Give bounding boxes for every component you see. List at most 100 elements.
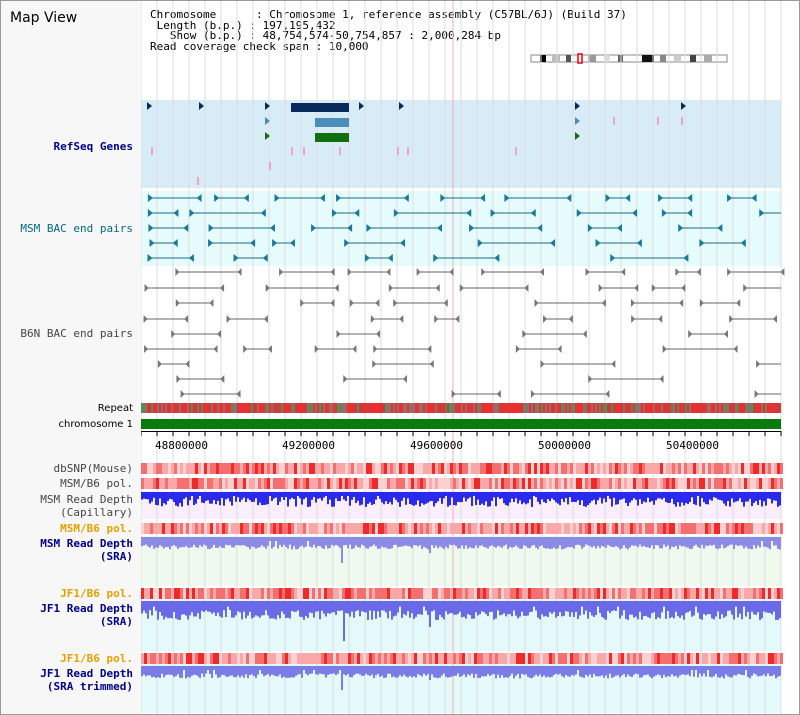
msm-read-depth-cap-label-1[interactable]: MSM Read Depth <box>40 493 133 506</box>
polymorphism-segment <box>222 653 225 664</box>
polymorphism-segment <box>519 588 522 599</box>
polymorphism-segment <box>726 523 729 534</box>
msm-cap-depth-bar <box>453 492 455 506</box>
msm-cap-depth-bar <box>169 492 171 499</box>
polymorphism-segment <box>264 463 267 474</box>
repeat-element <box>609 403 611 413</box>
jf1-trim-depth-bar <box>501 666 503 676</box>
polymorphism-segment <box>489 463 492 474</box>
msm-cap-depth-bar <box>645 492 647 503</box>
jf1-sra-depth-bar <box>761 601 763 619</box>
polymorphism-segment <box>480 523 483 534</box>
polymorphism-segment <box>357 463 360 474</box>
jf1-trim-depth-bar <box>311 666 313 674</box>
jf1-sra-depth-bar <box>471 601 473 619</box>
polymorphism-segment <box>486 523 489 534</box>
polymorphism-segment <box>570 478 573 489</box>
polymorphism-segment <box>537 653 540 664</box>
jf1-sra-depth-bar <box>345 601 347 614</box>
polymorphism-segment <box>345 653 348 664</box>
jf1-b6-pol-label-2[interactable]: JF1/B6 pol. <box>60 652 133 665</box>
jf1-trim-depth-bar <box>503 666 505 678</box>
jf1-b6-pol-label-1[interactable]: JF1/B6 pol. <box>60 587 133 600</box>
jf1-trim-depth-bar <box>381 666 383 676</box>
jf1-trim-depth-bar <box>673 666 675 677</box>
dbsnp-track-label[interactable]: dbSNP(Mouse) <box>53 462 133 475</box>
jf1-read-depth-trim-label-1[interactable]: JF1 Read Depth <box>40 667 133 680</box>
polymorphism-segment <box>300 478 303 489</box>
chromosome-ideogram[interactable] <box>530 53 730 65</box>
msm-cap-depth-bar <box>529 492 531 500</box>
msm-sra-depth-bar <box>579 537 581 546</box>
msm-cap-depth-bar <box>297 492 299 496</box>
jf1-sra-depth-bar <box>185 601 187 616</box>
msm-sra-depth-bar <box>175 537 177 547</box>
repeat-element <box>369 403 371 413</box>
polymorphism-segment <box>576 478 579 489</box>
msm-b6-pol-label-2[interactable]: MSM/B6 pol. <box>60 522 133 535</box>
jf1-sra-depth-bar <box>589 601 591 613</box>
polymorphism-segment <box>696 478 699 489</box>
b6n-bac-end <box>568 315 573 323</box>
msm-sra-depth-bar <box>569 537 571 548</box>
jf1-read-depth-sra-label-1[interactable]: JF1 Read Depth <box>40 602 133 615</box>
polymorphism-segment <box>588 463 591 474</box>
repeat-element <box>755 403 757 413</box>
jf1-trim-depth-bar <box>163 666 165 678</box>
polymorphism-segment <box>381 588 384 599</box>
msm-cap-depth-bar <box>189 492 191 501</box>
msm-cap-depth-bar <box>393 492 395 498</box>
jf1-sra-depth-bar <box>183 601 185 615</box>
polymorphism-segment <box>471 653 474 664</box>
polymorphism-segment <box>459 463 462 474</box>
polymorphism-segment <box>696 463 699 474</box>
repeat-element <box>647 403 649 413</box>
msm-read-depth-sra-label-1[interactable]: MSM Read Depth <box>40 537 133 550</box>
b6n-bac-end <box>675 268 680 276</box>
msm-cap-depth-bar <box>621 492 623 500</box>
jf1-sra-depth-bar <box>141 601 143 614</box>
msm-cap-depth-bar <box>237 492 239 498</box>
polymorphism-segment <box>279 653 282 664</box>
polymorphism-segment <box>498 478 501 489</box>
b6n-bac-end <box>659 375 664 383</box>
msm-bac-end <box>189 209 195 217</box>
polymorphism-segment <box>375 478 378 489</box>
jf1-trim-depth-bar <box>485 666 487 677</box>
polymorphism-segment <box>234 523 237 534</box>
b6n-bac-track-label[interactable]: B6N BAC end pairs <box>20 327 133 340</box>
polymorphism-segment <box>204 463 207 474</box>
msm-sra-depth-bar <box>337 537 339 546</box>
msm-bac-track-label[interactable]: MSM BAC end pairs <box>20 222 133 235</box>
msm-cap-depth-bar <box>545 492 547 504</box>
jf1-sra-depth-bar <box>273 601 275 619</box>
repeat-element <box>635 403 637 413</box>
jf1-trim-depth-bar <box>663 666 665 675</box>
repeat-element <box>257 403 259 413</box>
msm-sra-depth-bar <box>421 537 423 549</box>
polymorphism-segment <box>684 523 687 534</box>
polymorphism-segment <box>225 478 228 489</box>
jf1-sra-depth-bar <box>279 601 281 619</box>
refseq-track-label[interactable]: RefSeq Genes <box>53 140 133 153</box>
b6n-bac-end <box>459 284 464 292</box>
jf1-trim-depth-bar <box>261 666 263 674</box>
polymorphism-segment <box>705 653 708 664</box>
polymorphism-segment <box>537 463 540 474</box>
jf1-trim-depth-bar <box>477 666 479 678</box>
jf1-sra-depth-bar <box>319 601 321 620</box>
msm-cap-depth-bar <box>347 492 349 496</box>
polymorphism-segment <box>558 588 561 599</box>
jf1-sra-depth-bar <box>593 601 595 617</box>
jf1-sra-depth-bar <box>619 601 621 619</box>
msm-cap-depth-bar <box>593 492 595 500</box>
polymorphism-segment <box>216 588 219 599</box>
msm-cap-depth-bar <box>695 492 697 506</box>
refseq-gene-marker <box>265 132 270 140</box>
b6n-bac-end <box>699 299 704 307</box>
msm-sra-depth-bar <box>223 537 225 549</box>
msm-b6-pol-label-1[interactable]: MSM/B6 pol. <box>60 477 133 490</box>
msm-sra-depth-bar <box>589 537 591 547</box>
polymorphism-segment <box>687 463 690 474</box>
msm-sra-depth-bar <box>643 537 645 547</box>
